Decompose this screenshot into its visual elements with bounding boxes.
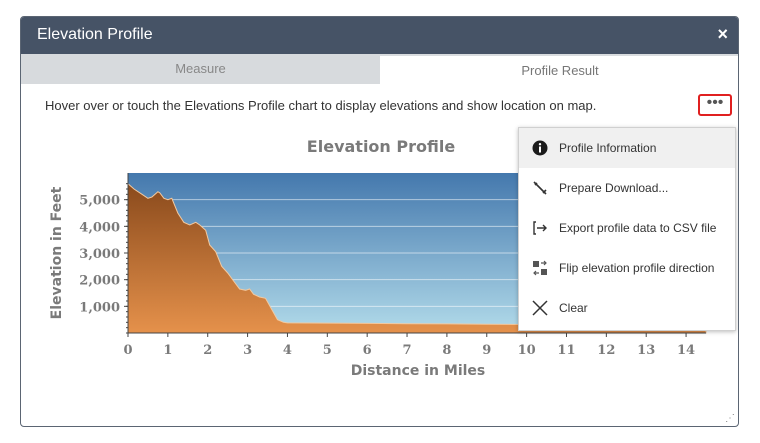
more-options-button[interactable]: ••• — [698, 94, 732, 116]
x-axis-label: Distance in Miles — [351, 363, 486, 379]
x-tick-label: 7 — [403, 343, 412, 358]
menu-item-label: Profile Information — [559, 141, 657, 155]
menu-item-label: Export profile data to CSV file — [559, 221, 717, 235]
menu-item-prepare-download[interactable]: Prepare Download... — [519, 168, 735, 208]
menu-item-label: Prepare Download... — [559, 181, 669, 195]
chart-title: Elevation Profile — [307, 137, 456, 156]
menu-item-flip-direction[interactable]: Flip elevation profile direction — [519, 248, 735, 288]
x-tick-label: 3 — [243, 343, 252, 358]
tab-bar: Measure Profile Result — [21, 54, 738, 84]
title-bar: Elevation Profile × — [21, 17, 738, 54]
y-tick-label: 5,000 — [79, 194, 120, 209]
x-tick-label: 10 — [518, 343, 536, 358]
wrench-icon — [533, 181, 547, 195]
x-tick-label: 14 — [677, 343, 695, 358]
menu-item-label: Flip elevation profile direction — [559, 261, 715, 275]
options-menu: Profile Information Prepare Download... … — [518, 127, 736, 331]
x-tick-label: 4 — [283, 343, 292, 358]
x-tick-label: 11 — [557, 343, 575, 358]
y-axis-label: Elevation in Feet — [49, 186, 65, 319]
flip-icon — [533, 260, 547, 276]
instructions-text: Hover over or touch the Elevations Profi… — [45, 98, 597, 113]
y-tick-label: 1,000 — [79, 300, 120, 315]
tab-profile-result[interactable]: Profile Result — [380, 54, 738, 84]
x-tick-label: 2 — [203, 343, 212, 358]
y-tick-label: 4,000 — [79, 220, 120, 235]
x-tick-label: 12 — [597, 343, 615, 358]
x-tick-label: 0 — [123, 343, 132, 358]
x-tick-label: 1 — [163, 343, 172, 358]
export-icon — [533, 221, 547, 235]
info-icon — [532, 140, 548, 156]
close-icon — [532, 300, 548, 316]
menu-item-export-csv[interactable]: Export profile data to CSV file — [519, 208, 735, 248]
menu-item-clear[interactable]: Clear — [519, 288, 735, 328]
x-tick-label: 8 — [442, 343, 451, 358]
window-title: Elevation Profile — [37, 26, 153, 43]
resize-handle-icon[interactable]: ⋰ — [725, 413, 735, 424]
menu-item-label: Clear — [559, 301, 588, 315]
y-tick-label: 2,000 — [79, 274, 120, 289]
close-icon[interactable]: × — [717, 24, 728, 44]
x-tick-label: 5 — [323, 343, 332, 358]
x-tick-label: 13 — [637, 343, 655, 358]
menu-item-profile-information[interactable]: Profile Information — [519, 128, 735, 168]
tab-measure[interactable]: Measure — [21, 54, 380, 84]
elevation-profile-window: Elevation Profile × Measure Profile Resu… — [20, 16, 739, 427]
x-tick-label: 9 — [482, 343, 491, 358]
x-tick-label: 6 — [363, 343, 372, 358]
terrain-area — [127, 182, 707, 334]
y-tick-label: 3,000 — [79, 247, 120, 262]
